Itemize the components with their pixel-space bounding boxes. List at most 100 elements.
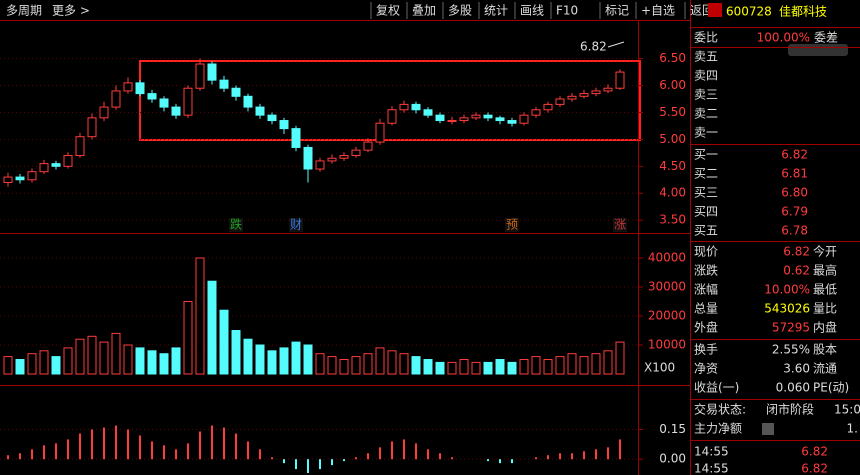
unit-label: X100 [644,361,675,375]
stat-label: 现价 [694,245,718,259]
volume-bar [399,353,409,375]
ask-label: 卖三 [694,88,718,102]
volume-bar [255,344,265,375]
stat-label2: 内盘 [813,320,837,335]
stat-label: 总量 [694,302,718,316]
toolbar-button[interactable]: F10 [556,4,578,18]
bid-label: 买三 [694,186,718,200]
volume-bar [135,347,145,375]
candle-body [63,155,73,167]
candle-body [15,176,25,181]
tick-price: 6.82 [801,462,828,475]
ratio-label: 委比 [694,31,718,45]
toolbar-button[interactable]: 多股 [448,4,472,18]
volume-bar [459,359,469,375]
stat-value: 3.60 [783,362,810,376]
volume-bar [531,356,541,375]
stat-value: 0.62 [783,264,810,278]
event-marker [229,218,243,232]
y-tick-label: 3.50 [659,213,686,227]
candle-body [219,79,229,89]
stat-label2: 量比 [813,302,837,316]
volume-bar [87,335,97,375]
volume-bar [147,350,157,375]
y-tick-label: 6.50 [659,51,686,65]
ratio-value: 100.00% [757,31,810,45]
volume-bar [63,347,73,375]
volume-bar [159,353,169,375]
y-tick-label: 10000 [648,338,686,352]
volume-bar [591,353,601,375]
flow-label: 主力净额 [694,422,742,436]
stat-label: 净资 [694,362,718,376]
toolbar-button[interactable]: 统计 [484,4,508,18]
tick-price: 6.82 [801,445,828,459]
flow-icon[interactable] [762,423,774,435]
candle-body [519,114,529,124]
stat-label: 收益(一) [694,381,739,395]
y-tick-label: 5.50 [659,105,686,119]
toolbar-item[interactable]: 更多 > [52,4,90,18]
stat-label2: 今开 [813,244,837,259]
stat-label: 涨幅 [694,282,718,297]
ask-label: 卖二 [694,107,718,121]
event-marker [289,218,303,232]
candle-body [459,117,469,122]
y-tick-label: 30000 [648,280,686,294]
candle-body [39,163,49,173]
toolbar-button[interactable]: 复权 [376,4,400,18]
volume-bar [195,257,205,375]
volume-bar [375,347,385,375]
volume-bar [99,341,109,375]
volume-bar [51,356,61,375]
volume-bar [315,353,325,375]
candle-body [111,90,121,108]
bid-label: 买四 [694,205,718,219]
candle-body [423,109,433,116]
candle-body [495,117,505,122]
volume-bar [423,359,433,375]
volume-bar [543,359,553,375]
toolbar-button[interactable]: +自选 [641,4,675,18]
candle-body [75,136,85,157]
stock-code: 600728 [726,5,772,19]
event-marker [613,218,627,232]
volume-bar [567,353,577,375]
candle-body [147,93,157,100]
bid-price: 6.81 [781,167,808,181]
volume-bar [339,359,349,375]
event-marker-text: 财 [290,218,302,232]
ratio-button[interactable] [788,44,848,56]
toolbar-button[interactable]: 标记 [605,4,629,18]
status-label: 交易状态: [694,402,746,417]
volume-bar [291,341,301,375]
stat-label2: 流通 [813,362,837,376]
event-marker-text: 预 [506,218,518,232]
volume-bar [111,332,121,375]
volume-bar [495,359,505,375]
stat-label2: 最低 [813,283,837,297]
bid-price: 6.79 [781,205,808,219]
stat-label: 外盘 [694,320,718,335]
volume-bar [507,361,517,375]
toolbar-button[interactable]: 画线 [520,4,544,18]
event-marker [505,218,519,232]
stat-label: 换手 [694,343,718,357]
candle-body [171,106,181,116]
toolbar-button[interactable]: 叠加 [412,4,436,18]
stat-label2: 最高 [813,263,837,278]
toolbar-item[interactable]: 多周期 [6,4,42,18]
volume-bar [387,350,397,375]
candle-body [615,71,625,89]
y-tick-label: 5.00 [659,132,686,146]
candle-body [543,103,553,111]
tick-time: 14:55 [694,445,729,459]
volume-bar [435,361,445,375]
r-icon [708,3,722,17]
candle-body [315,160,325,170]
volume-bar [303,344,313,375]
candle-body [303,146,313,170]
volume-bar [579,356,589,375]
y-tick-label: 4.50 [659,159,686,173]
tick-time: 14:55 [694,462,729,475]
